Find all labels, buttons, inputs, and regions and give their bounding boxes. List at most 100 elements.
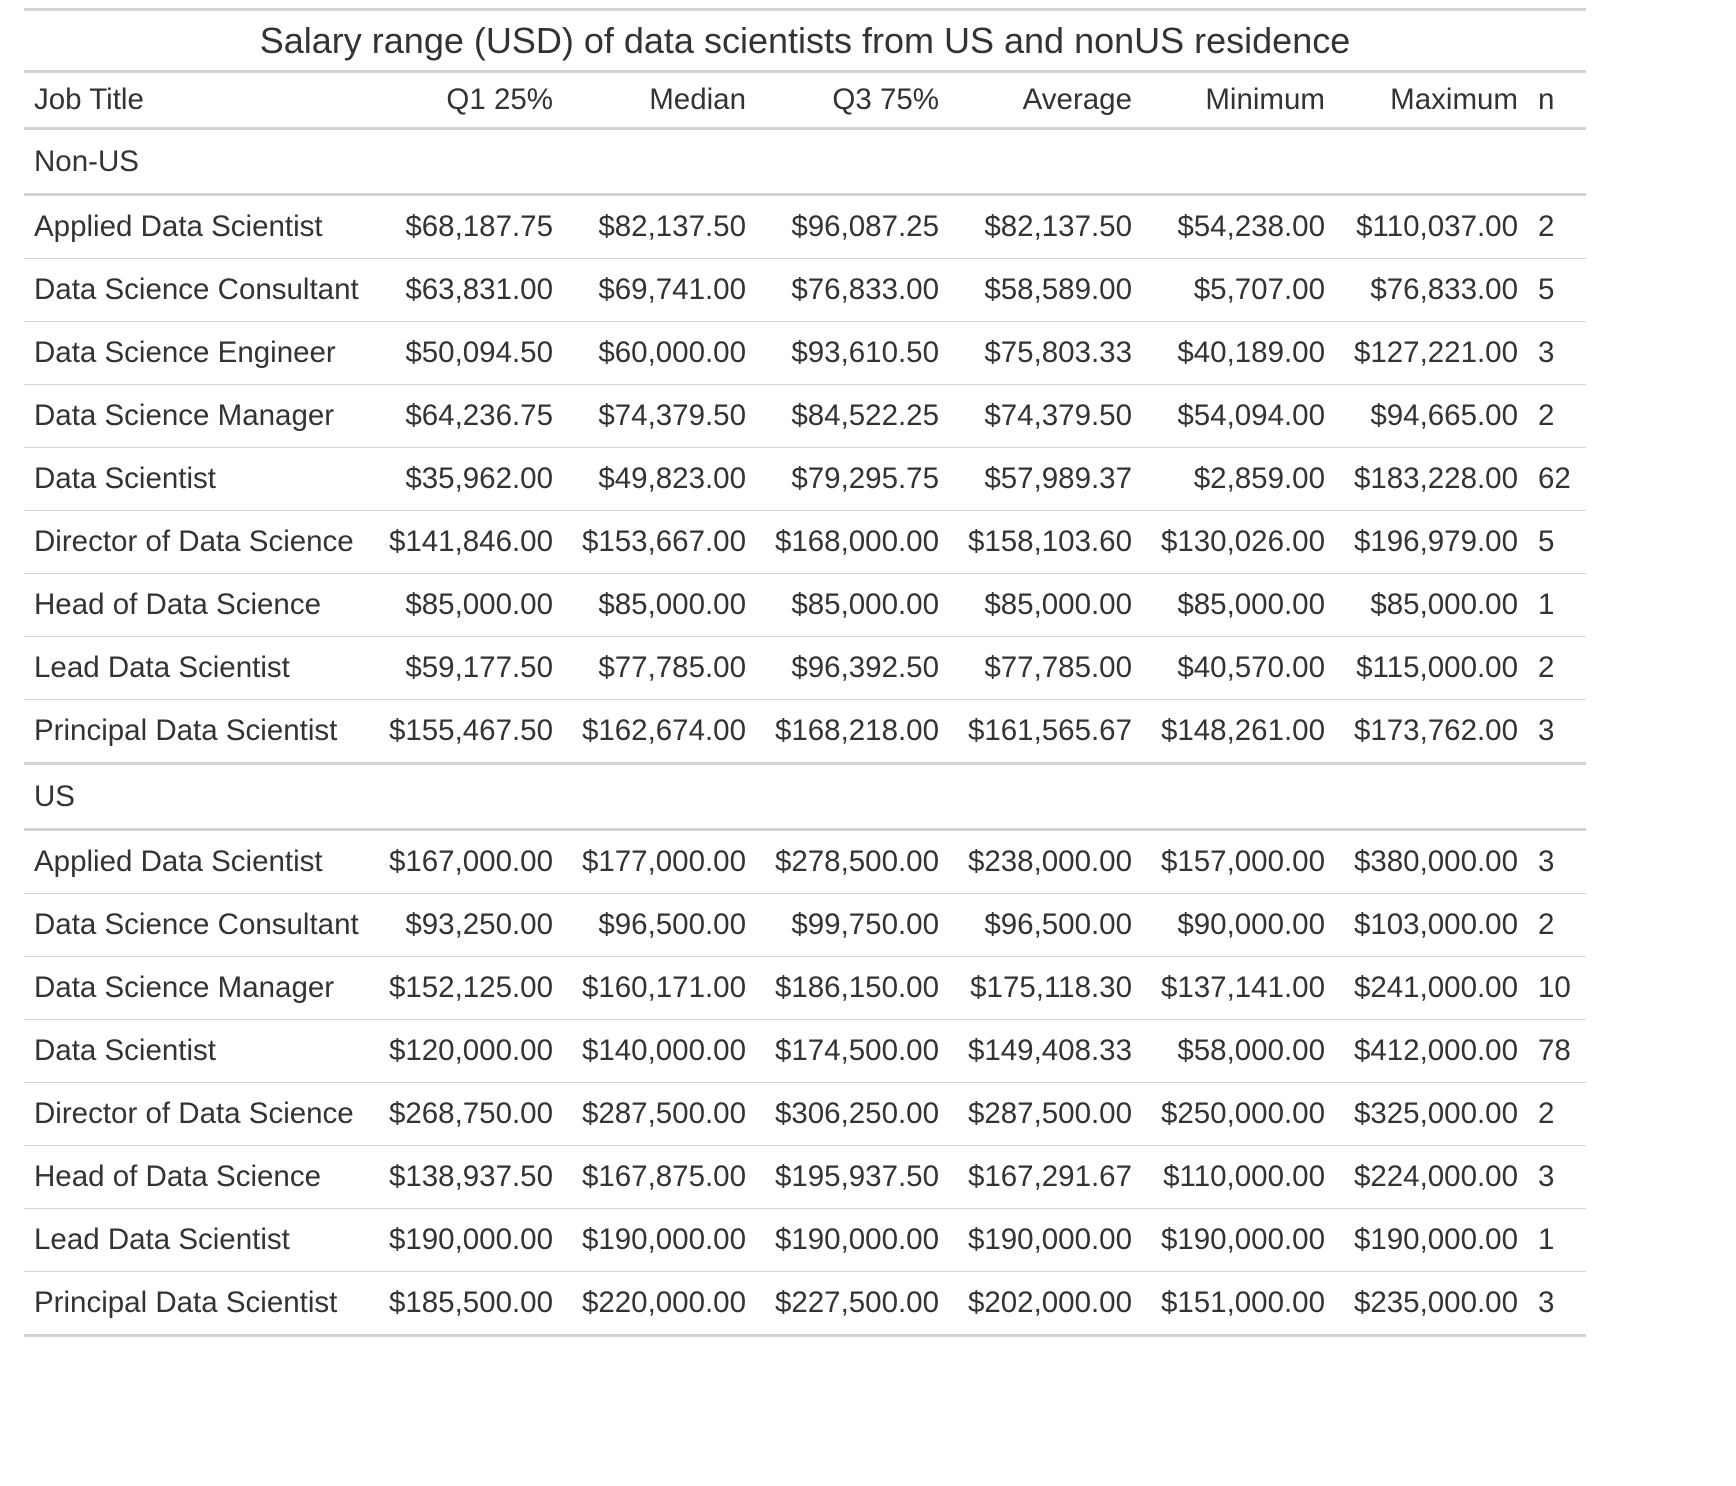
- cell-q3: $93,610.50: [756, 321, 949, 385]
- cell-job-title: Data Scientist: [24, 1019, 370, 1083]
- cell-q1: $185,500.00: [388, 1286, 553, 1319]
- cell-q3: $85,000.00: [756, 573, 949, 637]
- cell-average: $75,803.33: [949, 321, 1142, 385]
- cell-maximum: $173,762.00: [1335, 699, 1528, 764]
- column-header-q1: Q1 25%: [370, 71, 563, 130]
- cell-job-title: Lead Data Scientist: [24, 1208, 370, 1272]
- cell-q1: $167,000.00: [370, 829, 563, 894]
- cell-average: $161,565.67: [949, 699, 1142, 764]
- cell-job-title: Director of Data Science: [24, 510, 370, 574]
- table-row: Data Science Consultant $93,250.00 $96,500…: [24, 893, 1586, 957]
- table-row: Data Science Engineer $50,094.50 $60,000.0…: [24, 321, 1586, 385]
- table-title: Salary range (USD) of data scientists fr…: [24, 9, 1586, 73]
- cell-minimum: $5,707.00: [1142, 258, 1335, 322]
- salary-table-container: Salary range (USD) of data scientists fr…: [24, 8, 1736, 1337]
- cell-maximum: $103,000.00: [1335, 893, 1528, 957]
- cell-average: $149,408.33: [949, 1019, 1142, 1083]
- cell-median: $60,000.00: [563, 321, 756, 385]
- cell-average: $58,589.00: [949, 258, 1142, 322]
- cell-q1: $64,236.75: [370, 384, 563, 448]
- cell-q1: $268,750.00: [370, 1082, 563, 1146]
- cell-q3: $227,500.00: [774, 1286, 939, 1319]
- cell-median: $140,000.00: [563, 1019, 756, 1083]
- cell-q3: $96,392.50: [756, 636, 949, 700]
- cell-median: $153,667.00: [563, 510, 756, 574]
- table-row: Lead Data Scientist $59,177.50 $77,785.00 $…: [24, 636, 1586, 700]
- table-row: Director of Data Science $268,750.00 $287,…: [24, 1082, 1586, 1146]
- cell-q3: $278,500.00: [756, 829, 949, 894]
- cell-maximum: $224,000.00: [1335, 1145, 1528, 1209]
- cell-job-title: Lead Data Scientist: [24, 636, 370, 700]
- cell-average: $85,000.00: [949, 573, 1142, 637]
- column-header-maximum: Maximum: [1335, 71, 1528, 130]
- table-body: Non-US Applied Data Scientist $68,187.75 $8…: [24, 128, 1586, 1336]
- cell-minimum: $2,859.00: [1142, 447, 1335, 511]
- table-row: Data Scientist $120,000.00 $140,000.00 $174…: [24, 1019, 1586, 1083]
- cell-minimum: $250,000.00: [1142, 1082, 1335, 1146]
- table-row: Head of Data Science $138,937.50 $167,875.…: [24, 1145, 1586, 1209]
- group-label: Non-US: [24, 128, 1586, 196]
- cell-maximum: $190,000.00: [1335, 1208, 1528, 1272]
- cell-maximum: $127,221.00: [1335, 321, 1528, 385]
- cell-q3: $174,500.00: [756, 1019, 949, 1083]
- table-row: Director of Data Science $141,846.00 $153,…: [24, 510, 1586, 574]
- cell-q1: $68,187.75: [370, 194, 563, 259]
- cell-n: 2: [1528, 1082, 1586, 1146]
- cell-average: $238,000.00: [949, 829, 1142, 894]
- cell-q1: $93,250.00: [370, 893, 563, 957]
- cell-average: $158,103.60: [949, 510, 1142, 574]
- cell-n: 2: [1528, 194, 1586, 259]
- column-header-n: n: [1528, 71, 1586, 130]
- column-header-q3: Q3 75%: [756, 71, 949, 130]
- cell-median: $96,500.00: [563, 893, 756, 957]
- group-label: US: [24, 762, 1586, 831]
- cell-median: $74,379.50: [563, 384, 756, 448]
- cell-maximum: $183,228.00: [1335, 447, 1528, 511]
- table-row: Principal Data Scientist $155,467.50 $162,…: [24, 699, 1586, 764]
- cell-median: $190,000.00: [563, 1208, 756, 1272]
- cell-maximum: $241,000.00: [1335, 956, 1528, 1020]
- cell-average: $57,989.37: [949, 447, 1142, 511]
- cell-maximum: $196,979.00: [1335, 510, 1528, 574]
- cell-job-title: Applied Data Scientist: [24, 829, 370, 894]
- salary-table: Salary range (USD) of data scientists fr…: [24, 8, 1586, 1337]
- cell-minimum: $40,189.00: [1142, 321, 1335, 385]
- cell-median: $167,875.00: [563, 1145, 756, 1209]
- column-header-job-title: Job Title: [24, 71, 370, 130]
- table-row: Head of Data Science $85,000.00 $85,000.00…: [24, 573, 1586, 637]
- cell-average: $202,000.00: [967, 1286, 1132, 1319]
- cell-q3: $96,087.25: [756, 194, 949, 259]
- cell-average: $74,379.50: [949, 384, 1142, 448]
- cell-n: 78: [1528, 1019, 1586, 1083]
- cell-job-title: Principal Data Scientist: [24, 699, 370, 764]
- cell-maximum: $94,665.00: [1335, 384, 1528, 448]
- cell-q1: $152,125.00: [370, 956, 563, 1020]
- cell-q1: $85,000.00: [370, 573, 563, 637]
- cell-job-title: Applied Data Scientist: [24, 194, 370, 259]
- cell-n: 2: [1528, 636, 1586, 700]
- cell-job-title: Principal Data Scientist: [34, 1286, 338, 1319]
- cell-maximum: $412,000.00: [1335, 1019, 1528, 1083]
- cell-median: $82,137.50: [563, 194, 756, 259]
- cell-q3: $195,937.50: [756, 1145, 949, 1209]
- cell-n: 10: [1528, 956, 1586, 1020]
- cell-q1: $59,177.50: [370, 636, 563, 700]
- cell-q3: $76,833.00: [756, 258, 949, 322]
- cell-q3: $79,295.75: [756, 447, 949, 511]
- cell-n: 3: [1528, 699, 1586, 764]
- cell-q3: $190,000.00: [756, 1208, 949, 1272]
- table-row: Applied Data Scientist $68,187.75 $82,137.…: [24, 194, 1586, 259]
- cell-median: $287,500.00: [563, 1082, 756, 1146]
- cell-median: $162,674.00: [563, 699, 756, 764]
- cell-n: 5: [1528, 510, 1586, 574]
- cell-n: 2: [1528, 384, 1586, 448]
- cell-n: 3: [1528, 829, 1586, 894]
- table-row: Data Scientist $35,962.00 $49,823.00 $79,29…: [24, 447, 1586, 511]
- cell-q1: $50,094.50: [370, 321, 563, 385]
- cell-q1: $120,000.00: [370, 1019, 563, 1083]
- column-header-minimum: Minimum: [1142, 71, 1335, 130]
- cell-average: $175,118.30: [949, 956, 1142, 1020]
- cell-job-title: Director of Data Science: [24, 1082, 370, 1146]
- cell-minimum: $58,000.00: [1142, 1019, 1335, 1083]
- table-row: Principal Data Scientist $185,500.00 $220,…: [24, 1272, 1586, 1336]
